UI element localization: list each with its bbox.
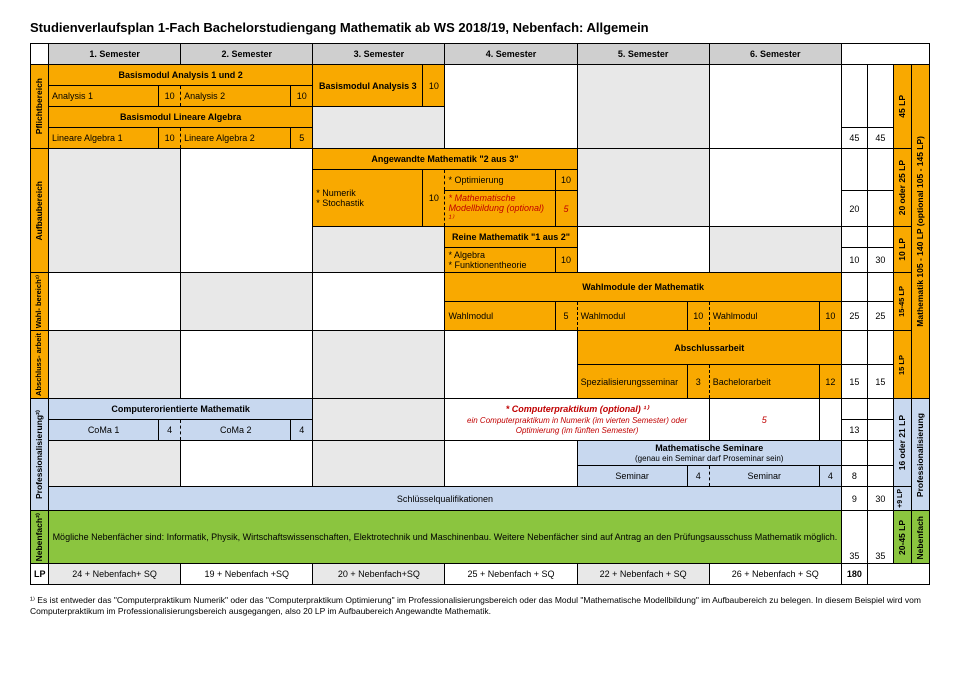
reine-lp-r: 10 LP [897, 238, 907, 261]
ana1-lp: 10 [159, 86, 181, 107]
absch-lp-r: 15 LP [897, 355, 906, 375]
spez: Spezialisierungsseminar [577, 365, 687, 399]
reine-sum2: 30 [867, 248, 893, 273]
la2: Lineare Algebra 2 [181, 128, 291, 149]
ana3-lp: 10 [423, 65, 445, 107]
lp4: 25 + Nebenfach + SQ [445, 564, 577, 585]
neben-lp-r: 20-45 LP [897, 520, 907, 555]
la1-lp: 10 [159, 128, 181, 149]
lp5: 22 + Nebenfach + SQ [577, 564, 709, 585]
opt-lp: 10 [555, 170, 577, 191]
sem-5: 5. Semester [577, 44, 709, 65]
sq: Schlüsselqualifikationen [49, 487, 842, 511]
mathmod: * Mathematische Modellbildung (optional)… [445, 191, 555, 227]
prof-lp-r2: +9 LP [897, 489, 904, 508]
lp6: 26 + Nebenfach + SQ [709, 564, 841, 585]
numerik: * Numerik* Stochastik [313, 170, 423, 227]
sem-6: 6. Semester [709, 44, 841, 65]
reine-sum1: 10 [841, 248, 867, 273]
lp1: 24 + Nebenfach+ SQ [49, 564, 181, 585]
lp2: 19 + Nebenfach +SQ [181, 564, 313, 585]
row-prof: Professionalisierung²⁾ [34, 410, 44, 499]
page-title: Studienverlaufsplan 1-Fach Bachelorstudi… [30, 20, 930, 35]
row-neben: Nebenfach²⁾ [34, 513, 44, 561]
lp-label: LP [31, 564, 49, 585]
sem-1: 1. Semester [49, 44, 181, 65]
footnote: ¹⁾ Es ist entweder das "Computerpraktiku… [30, 595, 930, 617]
lp3: 20 + Nebenfach+SQ [313, 564, 445, 585]
ang-lp: 20 oder 25 LP [897, 160, 907, 215]
pflicht-lp: 45 LP [897, 95, 907, 118]
row-aufbau: Aufbaubereich [34, 181, 44, 241]
sem-3: 3. Semester [313, 44, 445, 65]
pflicht-sum2: 45 [867, 128, 893, 149]
row-abschluss: Abschluss- arbeit [34, 333, 43, 396]
bm-analysis3: Basismodul Analysis 3 [313, 65, 423, 107]
ana2: Analysis 2 [181, 86, 291, 107]
reine-modules: * Algebra* Funktionentheorie [445, 248, 555, 273]
lp-total: 180 [841, 564, 867, 585]
prof-lp-r1: 16 oder 21 LP [897, 415, 907, 470]
mathmod-lp: 5 [555, 191, 577, 227]
wahlmod6: Wahlmodul [709, 302, 819, 331]
ba: Bachelorarbeit [709, 365, 819, 399]
wahlmod5: Wahlmodul [577, 302, 687, 331]
ang-sum: 20 [841, 191, 867, 227]
prof-right: Professionalisierung [915, 413, 925, 497]
cpr: * Computerpraktikum (optional) ¹⁾ ein Co… [445, 399, 709, 441]
wahl-head: Wahlmodule der Mathematik [445, 273, 841, 302]
ana2-lp: 10 [291, 86, 313, 107]
sem-4: 4. Semester [445, 44, 577, 65]
opt: * Optimierung [445, 170, 555, 191]
wahl-lp-r: 15-45 LP [897, 286, 906, 317]
math-range: Mathematik 105 - 140 LP (optional 105 - … [915, 136, 925, 327]
sem-2: 2. Semester [181, 44, 313, 65]
reine-head: Reine Mathematik "1 aus 2" [445, 227, 577, 248]
coma2: CoMa 2 [181, 420, 291, 441]
row-pflicht: Pflichtbereich [34, 78, 44, 134]
sem-head: Mathematische Seminare (genau ein Semina… [577, 441, 841, 466]
seminar5: Seminar [577, 466, 687, 487]
ana1: Analysis 1 [49, 86, 159, 107]
bm-la-head: Basismodul Lineare Algebra [49, 107, 313, 128]
bm-analysis-head: Basismodul Analysis 1 und 2 [49, 65, 313, 86]
neben-text: Mögliche Nebenfächer sind: Informatik, P… [49, 511, 842, 564]
reine-lp: 10 [555, 248, 577, 273]
row-wahl: Wahl- bereich²⁾ [34, 275, 43, 328]
neben-right: Nebenfach [915, 516, 925, 559]
la2-lp: 5 [291, 128, 313, 149]
ang3-lp: 10 [423, 170, 445, 227]
la1: Lineare Algebra 1 [49, 128, 159, 149]
coma1: CoMa 1 [49, 420, 159, 441]
absch-head: Abschlussarbeit [577, 331, 841, 365]
ang-head: Angewandte Mathematik "2 aus 3" [313, 149, 577, 170]
wahlmod4: Wahlmodul [445, 302, 555, 331]
seminar6: Seminar [709, 466, 819, 487]
pflicht-sum1: 45 [841, 128, 867, 149]
comp-head: Computerorientierte Mathematik [49, 399, 313, 420]
study-plan-table: 1. Semester 2. Semester 3. Semester 4. S… [30, 43, 930, 585]
